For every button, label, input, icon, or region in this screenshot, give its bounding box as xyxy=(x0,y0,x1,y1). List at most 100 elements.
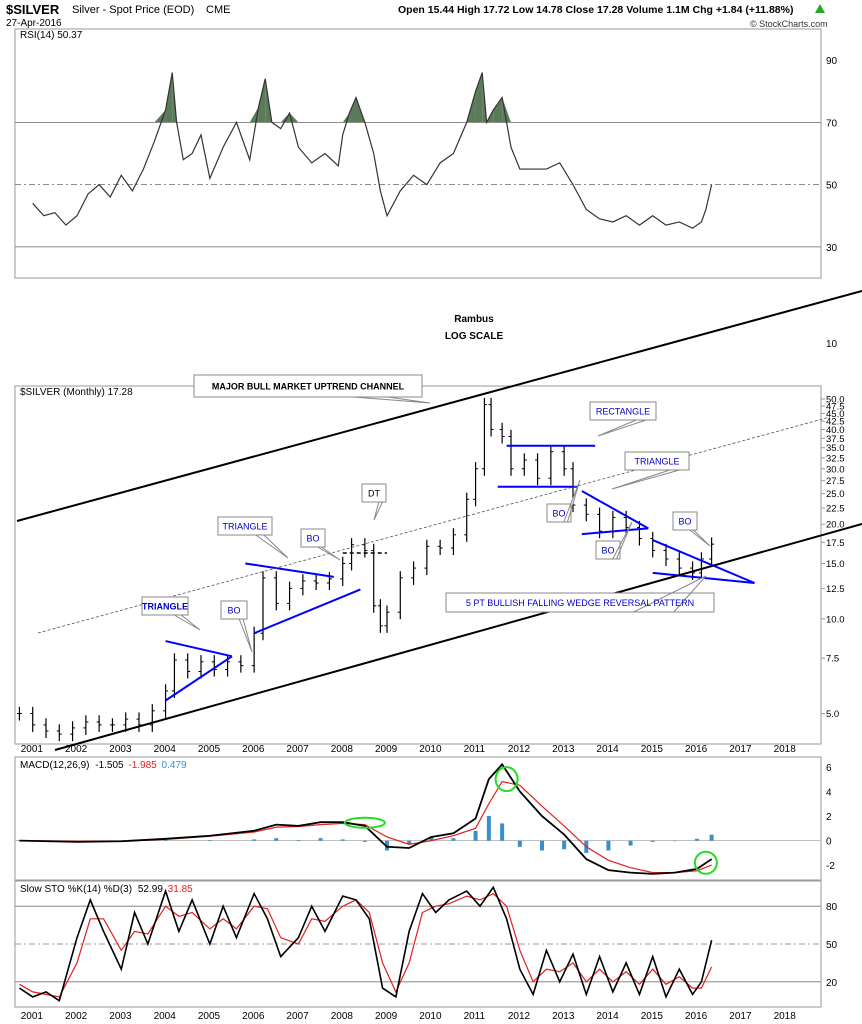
watermark: © StockCharts.com xyxy=(750,19,828,29)
bottom-year-label: 2012 xyxy=(508,1011,531,1022)
price-tick-label: 32.5 xyxy=(826,453,845,464)
macd-hist-bar xyxy=(709,834,714,841)
price-tick-label: 10.0 xyxy=(826,614,845,625)
bottom-year-label: 2010 xyxy=(419,1011,442,1022)
sto-k-value: 52.99 xyxy=(138,884,163,895)
price-tick-label: 42.5 xyxy=(826,417,845,428)
price-tick-label: 25.0 xyxy=(826,489,845,500)
macd-hist-bar xyxy=(517,840,522,847)
bo-3-callout-box xyxy=(546,479,581,523)
chart-symbol: $SILVER xyxy=(6,2,60,17)
price-label: $SILVER (Monthly) 17.28 xyxy=(20,387,133,398)
macd-signal-value: -1.985 xyxy=(128,760,157,771)
bottom-year-label: 2011 xyxy=(464,1011,486,1022)
bottom-year-label: 2015 xyxy=(641,1011,664,1022)
bo-2-callout-text: BO xyxy=(306,534,319,544)
price-year-label: 2013 xyxy=(552,744,575,755)
rectangle-callout-box xyxy=(589,401,657,437)
triangle-3-callout-box xyxy=(611,451,690,490)
bottom-year-label: 2005 xyxy=(198,1011,221,1022)
price-tick-label: 12.5 xyxy=(826,584,845,595)
bottom-year-label: 2006 xyxy=(242,1011,265,1022)
macd-hist-bar xyxy=(473,830,478,841)
macd-value: -1.505 xyxy=(95,760,124,771)
bo-3-callout-text: BO xyxy=(552,509,565,519)
rsi-overbought-fill xyxy=(493,97,503,123)
price-tick-label: 15.0 xyxy=(826,559,845,570)
bottom-year-label: 2014 xyxy=(596,1011,619,1022)
up-triangle-icon xyxy=(814,3,826,15)
macd-hist-bar xyxy=(500,823,505,841)
bottom-year-label: 2013 xyxy=(552,1011,575,1022)
macd-hist-bar xyxy=(163,840,168,841)
triangle-1-callout-box xyxy=(141,596,201,631)
price-year-label: 2007 xyxy=(286,744,309,755)
macd-label-name: MACD(12,26,9) xyxy=(20,760,89,771)
bo-5-callout-box xyxy=(672,511,711,547)
price-tick-label: 45.0 xyxy=(826,409,845,420)
macd-highlight-circle-1 xyxy=(343,816,386,829)
macd-hist-bar xyxy=(340,839,345,841)
bottom-year-label: 2007 xyxy=(286,1011,309,1022)
macd-hist-bar xyxy=(695,838,699,841)
price-tick-label: 7.5 xyxy=(826,654,839,665)
macd-hist-bar xyxy=(451,838,456,841)
macd-hist-bar xyxy=(606,840,611,851)
triangle-2-upper-line xyxy=(245,562,335,578)
price-tick-label: 30.0 xyxy=(826,464,845,475)
bottom-year-label: 2017 xyxy=(729,1011,752,1022)
sto-tick-label: 80 xyxy=(826,902,838,913)
macd-hist-bar xyxy=(540,840,544,851)
macd-tick-label: 2 xyxy=(826,812,832,823)
channel-upper-line xyxy=(16,290,862,522)
macd-tick-label: 0 xyxy=(826,837,832,848)
sto-label-name: Slow STO %K(14) %D(3) xyxy=(20,884,132,895)
rsi-overbought-fill xyxy=(258,78,266,123)
macd-hist-bar xyxy=(318,838,323,841)
wedge-upper-line xyxy=(652,539,755,584)
author-note: Rambus xyxy=(454,314,494,325)
rsi-tick-label: 30 xyxy=(826,243,838,254)
price-year-label: 2011 xyxy=(464,744,486,755)
rectangle-callout-text: RECTANGLE xyxy=(596,407,650,417)
price-tick-label: 17.5 xyxy=(826,538,845,549)
price-year-label: 2016 xyxy=(685,744,708,755)
macd-hist-bar xyxy=(486,816,491,841)
rsi-tick-label: 50 xyxy=(826,181,838,192)
price-year-label: 2015 xyxy=(641,744,664,755)
dt-callout-text: DT xyxy=(368,489,380,499)
bo-1-callout-text: BO xyxy=(227,606,240,616)
triangle-1-lower-line xyxy=(165,655,233,702)
bottom-year-label: 2001 xyxy=(21,1011,44,1022)
price-frame xyxy=(14,385,822,745)
sto-d-line xyxy=(19,892,713,998)
dt-callout-box xyxy=(361,483,387,521)
price-panel: $SILVER (Monthly) 17.28 50.047.545.042.5… xyxy=(14,339,845,745)
macd-hist-bar xyxy=(650,840,655,842)
price-year-label: 2012 xyxy=(508,744,531,755)
triangle-1-callout-text: TRIANGLE xyxy=(142,602,188,612)
triangle-2-callout-box xyxy=(217,516,289,559)
price-year-label: 2009 xyxy=(375,744,398,755)
macd-label: MACD(12,26,9) -1.505 -1.985 0.479 xyxy=(20,760,187,771)
price-tick-label: 37.5 xyxy=(826,434,845,445)
macd-hist-bar xyxy=(274,838,279,841)
triangle-3-upper-line xyxy=(581,490,649,530)
rsi-panel: RSI(14) 50.37 90 70 50 30 xyxy=(14,28,838,279)
macd-signal-line xyxy=(19,780,712,874)
price-year-label: 2018 xyxy=(774,744,797,755)
sto-label: Slow STO %K(14) %D(3) 52.99 31.85 xyxy=(20,884,193,895)
price-year-label: 2005 xyxy=(198,744,221,755)
price-tick-label: 27.5 xyxy=(826,476,845,487)
triangle-3-callout-text: TRIANGLE xyxy=(634,457,679,467)
price-year-label: 2017 xyxy=(729,744,752,755)
price-tick-label: 5.0 xyxy=(826,709,839,720)
triangle-2-lower-line xyxy=(253,588,361,635)
bottom-year-label: 2016 xyxy=(685,1011,708,1022)
channel-callout-text: MAJOR BULL MARKET UPTREND CHANNEL xyxy=(212,382,405,392)
price-year-label: 2001 xyxy=(21,744,44,755)
bottom-year-label: 2009 xyxy=(375,1011,398,1022)
wedge-callout-text: 5 PT BULLISH FALLING WEDGE REVERSAL PATT… xyxy=(466,598,694,608)
rsi-overbought-fill xyxy=(349,97,356,123)
